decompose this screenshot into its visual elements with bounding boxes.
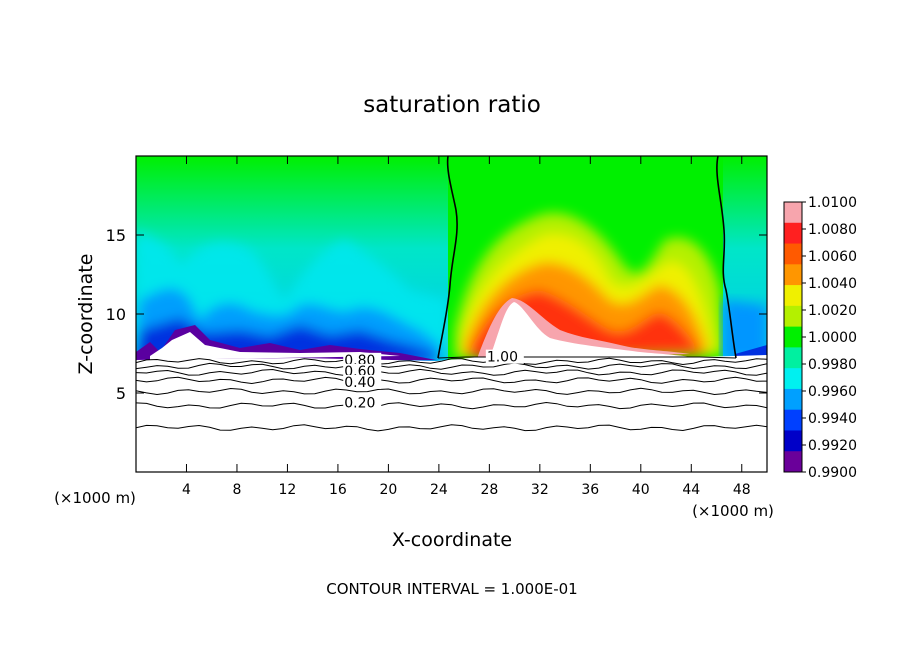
colorbar-label: 0.9980 — [808, 357, 857, 373]
colorbar-swatch — [784, 451, 802, 473]
colorbar-label: 1.0000 — [808, 330, 857, 346]
colorbar-swatch — [784, 388, 802, 411]
colorbar-swatch — [784, 409, 802, 431]
x-unit-left: (×1000 m) — [54, 489, 136, 507]
contour-label-bg — [343, 374, 382, 389]
x-tick-label: 4 — [182, 482, 191, 498]
colorbar-label: 1.0040 — [808, 276, 857, 292]
contour-line — [136, 362, 767, 370]
x-tick-label: 16 — [329, 482, 347, 498]
colorbar-label: 1.0100 — [808, 195, 857, 211]
x-axis-label: X-coordinate — [392, 529, 512, 551]
contour-label-bg — [343, 395, 382, 410]
contour-line — [136, 424, 767, 432]
x-axis: 4 8 12 16 20 24 28 32 36 40 44 48 — [182, 156, 751, 498]
colorbar-label: 0.9920 — [808, 438, 857, 454]
contour-line — [136, 357, 767, 366]
x-tick-label: 8 — [232, 482, 241, 498]
contour-label-bg — [343, 363, 382, 378]
x-tick-label: 12 — [279, 482, 297, 498]
colorbar-swatch — [784, 368, 802, 390]
x-tick-label: 20 — [379, 482, 397, 498]
x-tick-label: 36 — [581, 482, 599, 498]
colorbar-swatch — [784, 326, 802, 348]
contour-line — [136, 368, 767, 377]
colorbar-swatch — [784, 243, 802, 265]
x-unit-right: (×1000 m) — [692, 502, 774, 520]
contour-lines — [136, 357, 767, 432]
colorbar-swatch — [784, 264, 802, 286]
x-tick-label: 48 — [733, 482, 751, 498]
contour-line — [136, 376, 767, 385]
contour-label-bg — [343, 352, 382, 367]
y-axis-label: Z-coordinate — [75, 254, 97, 375]
contour-interval-note: CONTOUR INTERVAL = 1.000E-01 — [326, 580, 577, 598]
y-tick-label: 5 — [116, 384, 126, 403]
contour-label: 1.00 — [487, 350, 518, 366]
colorbar-swatch — [784, 305, 802, 328]
colorbar-swatch — [784, 347, 802, 369]
colorbar-label: 1.0020 — [808, 303, 857, 319]
colorbar-label: 0.9900 — [808, 465, 857, 481]
colorbar-swatch — [784, 222, 802, 245]
colorbar-swatch — [784, 285, 802, 307]
colorbar-label: 0.9940 — [808, 411, 857, 427]
x-tick-label: 44 — [682, 482, 700, 498]
colorbar-swatch — [784, 430, 802, 452]
contour-line — [136, 387, 767, 396]
contour-label: 0.20 — [344, 395, 375, 411]
contour-label: 0.40 — [344, 375, 375, 391]
y-tick-label: 15 — [106, 226, 126, 245]
colorbar-label: 1.0060 — [808, 249, 857, 265]
colorbar-swatch — [784, 202, 802, 224]
x-tick-label: 32 — [531, 482, 549, 498]
x-tick-label: 28 — [480, 482, 498, 498]
chart-title: saturation ratio — [363, 92, 541, 118]
contour-labels: 0.800.600.400.201.00 — [343, 349, 524, 411]
plot-area — [136, 156, 767, 472]
colorbar-label: 0.9960 — [808, 384, 857, 400]
colorbar-label: 1.0080 — [808, 222, 857, 238]
contour-line — [136, 401, 767, 410]
y-tick-label: 10 — [106, 305, 126, 324]
y-axis: 5 10 15 — [106, 226, 767, 403]
contour-label-bg — [485, 349, 524, 364]
colorbar: 1.0100 1.0080 1.0060 1.0040 1.0020 1.0000 0.99… — [783, 195, 857, 481]
x-tick-label: 40 — [632, 482, 650, 498]
x-tick-label: 24 — [430, 482, 448, 498]
